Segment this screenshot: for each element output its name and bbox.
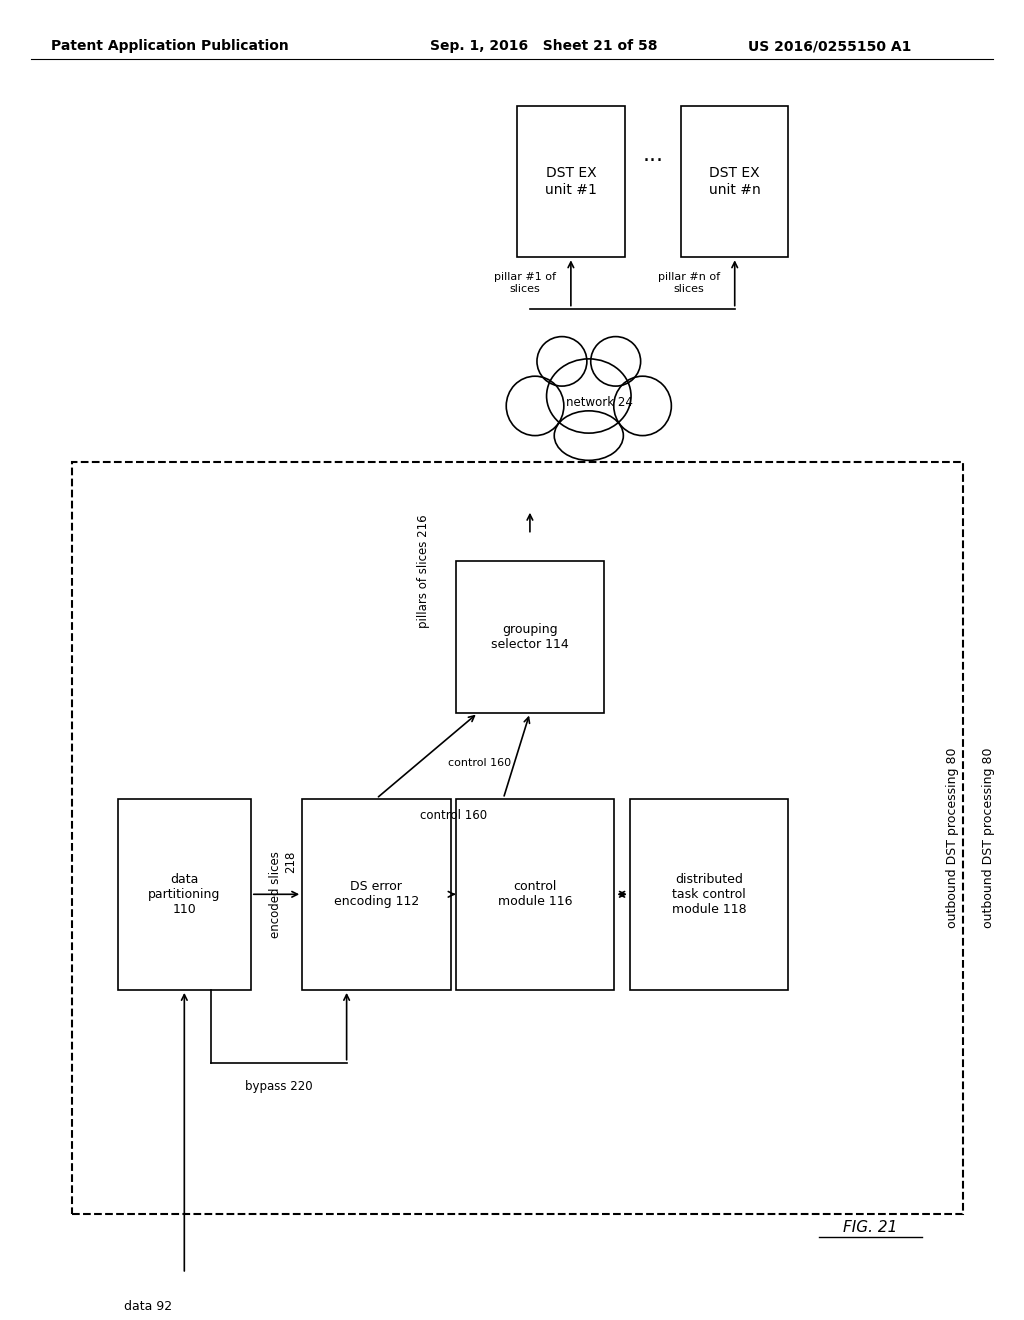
Ellipse shape xyxy=(554,411,624,461)
Ellipse shape xyxy=(591,337,641,385)
FancyBboxPatch shape xyxy=(681,106,788,257)
FancyBboxPatch shape xyxy=(456,799,614,990)
Text: outbound DST processing 80: outbound DST processing 80 xyxy=(982,748,994,928)
Ellipse shape xyxy=(537,337,587,385)
FancyBboxPatch shape xyxy=(118,799,251,990)
Text: pillar #1 of
slices: pillar #1 of slices xyxy=(494,272,556,294)
Ellipse shape xyxy=(547,359,631,433)
FancyBboxPatch shape xyxy=(630,799,788,990)
Ellipse shape xyxy=(506,376,564,436)
Text: control 160: control 160 xyxy=(420,809,486,821)
Text: pillars of slices 216: pillars of slices 216 xyxy=(417,513,430,628)
Text: US 2016/0255150 A1: US 2016/0255150 A1 xyxy=(748,40,911,53)
FancyBboxPatch shape xyxy=(456,561,604,713)
Text: control
module 116: control module 116 xyxy=(498,880,572,908)
Text: FIG. 21: FIG. 21 xyxy=(843,1220,898,1236)
Text: DST EX
unit #n: DST EX unit #n xyxy=(709,166,761,197)
Text: DS error
encoding 112: DS error encoding 112 xyxy=(334,880,419,908)
Text: DST EX
unit #1: DST EX unit #1 xyxy=(545,166,597,197)
Text: network 24: network 24 xyxy=(565,396,633,409)
Text: data 92: data 92 xyxy=(125,1300,172,1313)
FancyBboxPatch shape xyxy=(302,799,451,990)
Text: Sep. 1, 2016   Sheet 21 of 58: Sep. 1, 2016 Sheet 21 of 58 xyxy=(430,40,657,53)
Text: control 160: control 160 xyxy=(447,758,511,768)
Text: Patent Application Publication: Patent Application Publication xyxy=(51,40,289,53)
Text: encoded slices
218: encoded slices 218 xyxy=(269,851,297,937)
Text: data
partitioning
110: data partitioning 110 xyxy=(148,873,220,916)
Text: bypass 220: bypass 220 xyxy=(245,1080,312,1093)
Text: grouping
selector 114: grouping selector 114 xyxy=(492,623,568,651)
Ellipse shape xyxy=(613,376,672,436)
Text: pillar #n of
slices: pillar #n of slices xyxy=(657,272,720,294)
Text: outbound DST processing 80: outbound DST processing 80 xyxy=(946,748,958,928)
Text: distributed
task control
module 118: distributed task control module 118 xyxy=(672,873,746,916)
FancyBboxPatch shape xyxy=(517,106,625,257)
Text: ...: ... xyxy=(642,145,664,165)
